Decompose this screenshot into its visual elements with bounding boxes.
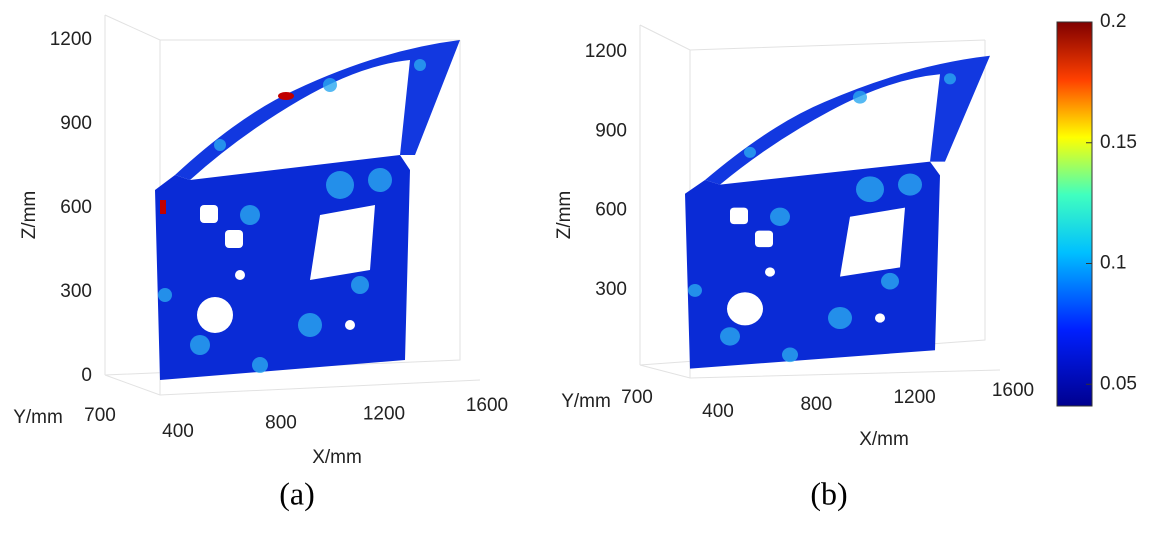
x-tick-label: 1200 [363,404,405,425]
x-tick-label: 1600 [992,380,1034,401]
z-tick-label: 1200 [50,29,92,50]
z-tick-label: 900 [60,113,92,134]
z-tick-label: 1200 [585,41,627,62]
y-axis-label: Y/mm [13,407,63,428]
x-tick-label: 800 [800,394,832,415]
z-tick-label: 600 [60,197,92,218]
z-axis-label: Z/mm [554,191,575,240]
z-tick-label: 300 [60,281,92,302]
colorbar-tick-label: 0.05 [1100,373,1137,394]
door-surface [685,55,990,369]
panel-a [104,14,481,396]
x-axis-label: X/mm [859,429,909,450]
x-tick-label: 800 [265,412,297,433]
caption: (a) [279,475,315,511]
z-tick-label: 0 [81,365,92,386]
colorbar-tick-label: 0.15 [1100,132,1137,153]
hotspot [278,92,294,100]
x-axis-label: X/mm [312,447,362,468]
y-tick-label: 700 [621,387,653,408]
x-tick-label: 1200 [893,387,935,408]
colorbar [1056,21,1093,407]
box-grid [104,14,481,396]
x-tick-label: 1600 [466,395,508,416]
colorbar-tick-label: 0.1 [1100,253,1126,274]
box-grid [639,24,1001,379]
caption: (b) [810,475,847,511]
panel-b [639,24,1001,379]
hotspot [160,200,166,214]
door-surface [155,40,460,380]
z-tick-label: 300 [595,279,627,300]
z-tick-label: 900 [595,120,627,141]
colorbar-tick-label: 0.2 [1100,11,1126,32]
y-axis-label: Y/mm [561,391,611,412]
x-tick-label: 400 [162,421,194,442]
y-tick-label: 700 [84,405,116,426]
x-tick-label: 400 [702,401,734,422]
z-tick-label: 600 [595,200,627,221]
z-axis-label: Z/mm [19,191,40,240]
